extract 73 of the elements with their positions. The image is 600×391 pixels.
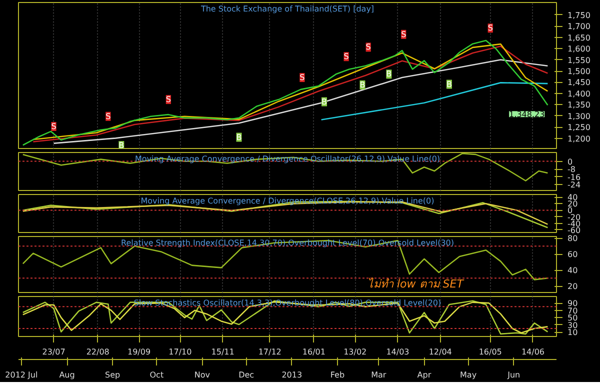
y-tick-label: 1,750 xyxy=(568,10,590,20)
x2-tick-label: Jun xyxy=(506,370,520,380)
annotation: S xyxy=(401,30,406,39)
y-tick-label: -8 xyxy=(568,165,576,174)
annotation: ไม่ทำ low ตาม SET xyxy=(368,278,465,290)
x-tick-label: 16/01 xyxy=(302,348,326,356)
x2-tick-label: Nov xyxy=(194,370,210,380)
y-tick-label: 1,700 xyxy=(568,22,590,32)
x-tick-label: 17/12 xyxy=(258,348,282,356)
y-tick-label: 80 xyxy=(568,234,578,244)
y-tick-label: 1,200 xyxy=(568,134,590,144)
y-tick-label: 20 xyxy=(568,282,578,292)
x-tick-label: 15/11 xyxy=(211,348,234,356)
x-tick-label: 13/02 xyxy=(344,348,367,356)
annotation: S xyxy=(106,112,111,121)
y-tick-label: 1,600 xyxy=(568,44,590,54)
x2-tick-label: Feb xyxy=(330,370,345,380)
x2-tick-label: Aug xyxy=(59,370,75,380)
annotation: B xyxy=(386,70,392,79)
y-tick-label: -60 xyxy=(568,226,581,235)
x2-tick-label: 2012 Jul xyxy=(5,370,38,380)
x-tick-label: 23/07 xyxy=(42,348,66,356)
annotation: 1,348.23 xyxy=(509,110,545,120)
y-tick-label: 10 xyxy=(568,328,578,338)
annotation: S xyxy=(344,52,349,62)
line-series xyxy=(53,59,548,144)
x2-tick-label: Apr xyxy=(417,370,432,380)
y-tick-label: -16 xyxy=(568,172,581,182)
annotation: S xyxy=(300,73,305,82)
y-tick-label: 90 xyxy=(568,299,578,308)
y-tick-label: 0 xyxy=(568,157,573,166)
y-tick-label: 30 xyxy=(568,320,578,330)
annotation: B xyxy=(322,97,328,106)
line-series xyxy=(320,82,548,120)
y-tick-label: 70 xyxy=(568,306,578,316)
annotation: S xyxy=(166,95,171,104)
y-tick-label: -20 xyxy=(568,212,581,222)
x2-tick-label: Oct xyxy=(150,370,164,380)
y-tick-label: 0 xyxy=(568,206,573,216)
x2-tick-label: Sep xyxy=(105,370,120,380)
annotation: S xyxy=(488,24,493,33)
x-tick-label: 17/10 xyxy=(168,348,192,356)
y-tick-label: -24 xyxy=(568,180,581,190)
x2-tick-label: 2013 xyxy=(282,370,302,380)
x-tick-label: 22/08 xyxy=(86,348,110,356)
x-tick-label: 19/09 xyxy=(128,348,151,356)
x-tick-label: 14/03 xyxy=(386,348,410,356)
y-tick-label: 1,450 xyxy=(568,78,590,88)
x-tick-label: 16/05 xyxy=(478,348,502,356)
annotation: S xyxy=(51,122,56,131)
annotation: B xyxy=(446,80,452,89)
x-tick-label: 14/06 xyxy=(521,348,545,356)
x2-tick-label: Mar xyxy=(371,370,387,380)
y-tick-label: 1,550 xyxy=(568,56,590,65)
annotation: S xyxy=(366,42,371,52)
y-tick-label: 60 xyxy=(568,250,578,260)
annotation: B xyxy=(236,132,242,142)
annotation: B xyxy=(360,80,366,90)
y-tick-label: 1,250 xyxy=(568,123,590,132)
chart-title: The Stock Exchange of Thailand(SET) [day] xyxy=(200,4,374,14)
line-series xyxy=(22,152,548,182)
y-tick-label: 40 xyxy=(568,266,578,276)
y-tick-label: 50 xyxy=(568,314,578,323)
y-tick-label: 1,400 xyxy=(568,89,590,98)
y-tick-label: 1,350 xyxy=(568,100,590,110)
y-tick-label: 1,650 xyxy=(568,33,590,42)
y-tick-label: 1,300 xyxy=(568,112,590,121)
y-tick-label: 1,500 xyxy=(568,67,590,76)
x2-tick-label: May xyxy=(460,370,477,380)
y-tick-label: -40 xyxy=(568,219,581,228)
x-tick-label: 12/04 xyxy=(428,348,452,356)
x2-tick-label: Dec xyxy=(238,370,254,380)
annotation: B xyxy=(118,141,124,150)
